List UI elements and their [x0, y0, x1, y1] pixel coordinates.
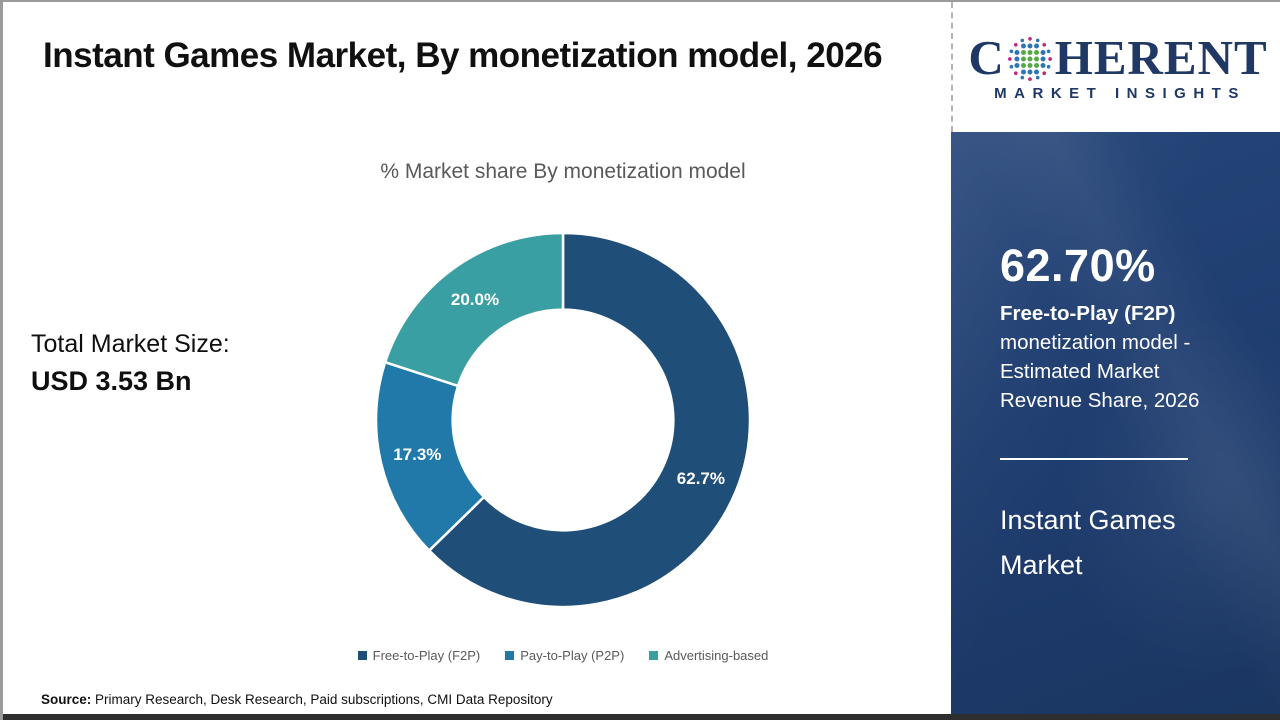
- donut-chart: 62.7% 17.3% 20.0%: [353, 210, 773, 630]
- source-line: Source: Primary Research, Desk Research,…: [41, 692, 553, 707]
- brand-name-part1: C: [968, 29, 1005, 85]
- legend-marker: [649, 651, 659, 660]
- right-panel: 62.70% Free-to-Play (F2P) monetization m…: [951, 132, 1280, 720]
- right-column: C HERENT MARKET INSIGHTS 62.70% Free-to-…: [951, 2, 1280, 720]
- world-map-texture: [951, 132, 1280, 720]
- highlight-stat-label: Free-to-Play (F2P): [1000, 301, 1176, 325]
- donut-value-label: 62.7%: [677, 469, 725, 488]
- highlight-stat-description: monetization model - Estimated Market Re…: [1000, 330, 1200, 412]
- legend-label: Pay-to-Play (P2P): [520, 648, 625, 663]
- source-label: Source:: [41, 692, 92, 707]
- total-market-size: Total Market Size: USD 3.53 Bn: [31, 326, 230, 400]
- brand-logo: C HERENT MARKET INSIGHTS: [951, 2, 1280, 132]
- donut-value-label: 20.0%: [451, 290, 499, 309]
- legend-item-2[interactable]: Pay-to-Play (P2P): [505, 648, 624, 663]
- legend-label: Free-to-Play (F2P): [372, 648, 481, 663]
- brand-name: C HERENT: [968, 33, 1267, 82]
- source-text: Primary Research, Desk Research, Paid su…: [91, 692, 553, 707]
- highlight-stat-value: 62.70%: [1000, 240, 1156, 291]
- donut-segment-1[interactable]: [427, 231, 752, 609]
- legend-marker: [357, 651, 367, 660]
- highlight-stat-block: 62.70% Free-to-Play (F2P) monetization m…: [1000, 240, 1255, 415]
- chart-title: % Market share By monetization model: [380, 160, 746, 183]
- page-title: Instant Games Market, By monetization mo…: [43, 36, 883, 75]
- brand-subname: MARKET INSIGHTS: [994, 84, 1246, 102]
- legend-item-3[interactable]: Advertising-based: [649, 648, 768, 663]
- chart-legend: Free-to-Play (F2P) Pay-to-Play (P2P) Adver…: [223, 648, 903, 663]
- coherent-globe-icon: [1007, 36, 1053, 82]
- brand-name-part2: HERENT: [1054, 29, 1268, 85]
- total-market-size-value: USD 3.53 Bn: [31, 366, 192, 396]
- panel-divider: [1000, 458, 1188, 460]
- total-market-size-label: Total Market Size:: [31, 330, 230, 358]
- legend-item-1[interactable]: Free-to-Play (F2P): [357, 648, 481, 663]
- donut-segment-3[interactable]: [383, 231, 565, 388]
- market-name: Instant Games Market: [1000, 505, 1176, 580]
- legend-marker: [505, 651, 515, 660]
- slide-bottom-bar: [3, 714, 1280, 720]
- donut-value-label: 17.3%: [393, 445, 441, 464]
- donut-chart-svg: 62.7% 17.3% 20.0%: [374, 231, 752, 609]
- legend-label: Advertising-based: [664, 648, 769, 663]
